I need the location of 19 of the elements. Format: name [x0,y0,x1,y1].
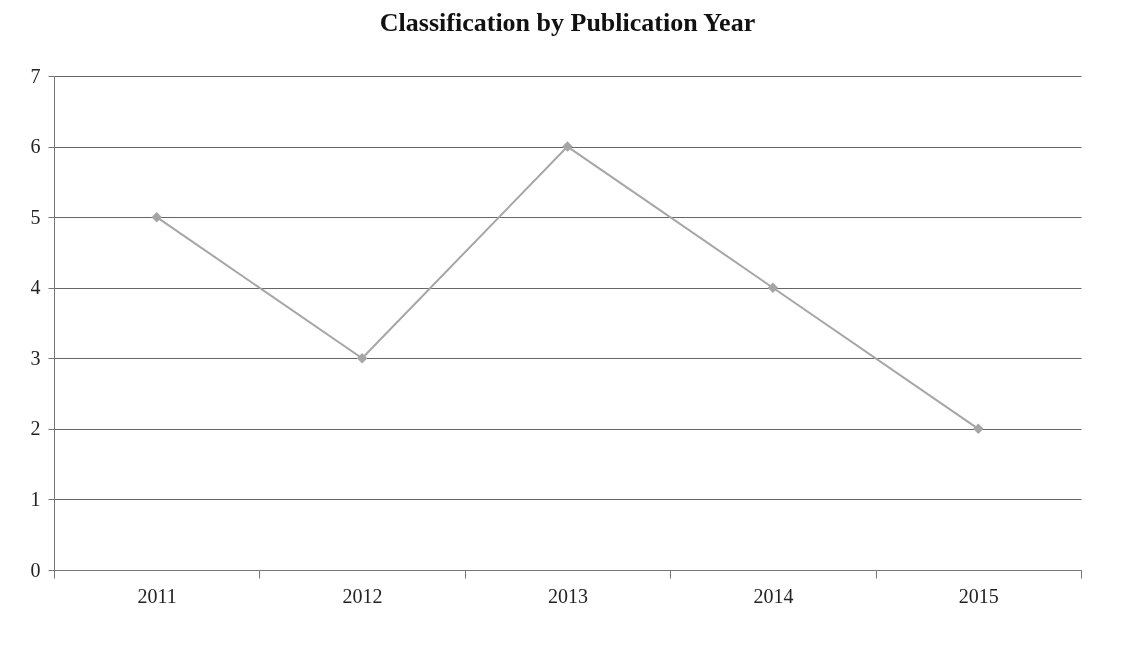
y-tick-label: 3 [30,346,41,369]
x-tick-label: 2011 [137,584,177,607]
y-tick-label: 1 [30,487,41,510]
chart-title: Classification by Publication Year [379,8,756,37]
point [973,423,984,435]
point [767,282,779,293]
y-tick-label: 0 [30,558,41,581]
y-tick-label: 7 [30,64,41,87]
x-tick-label: 2014 [753,584,794,607]
x-tick-label: 2015 [958,584,999,607]
point [562,141,573,152]
point [356,353,368,364]
y-tick-label: 2 [30,417,41,440]
x-tick-label: 2013 [548,584,588,607]
y-tick-label: 4 [30,276,41,299]
x-tick-label: 2012 [342,584,383,607]
y-tick-label: 5 [30,205,41,228]
point [151,211,162,223]
y-tick-label: 6 [30,135,41,158]
